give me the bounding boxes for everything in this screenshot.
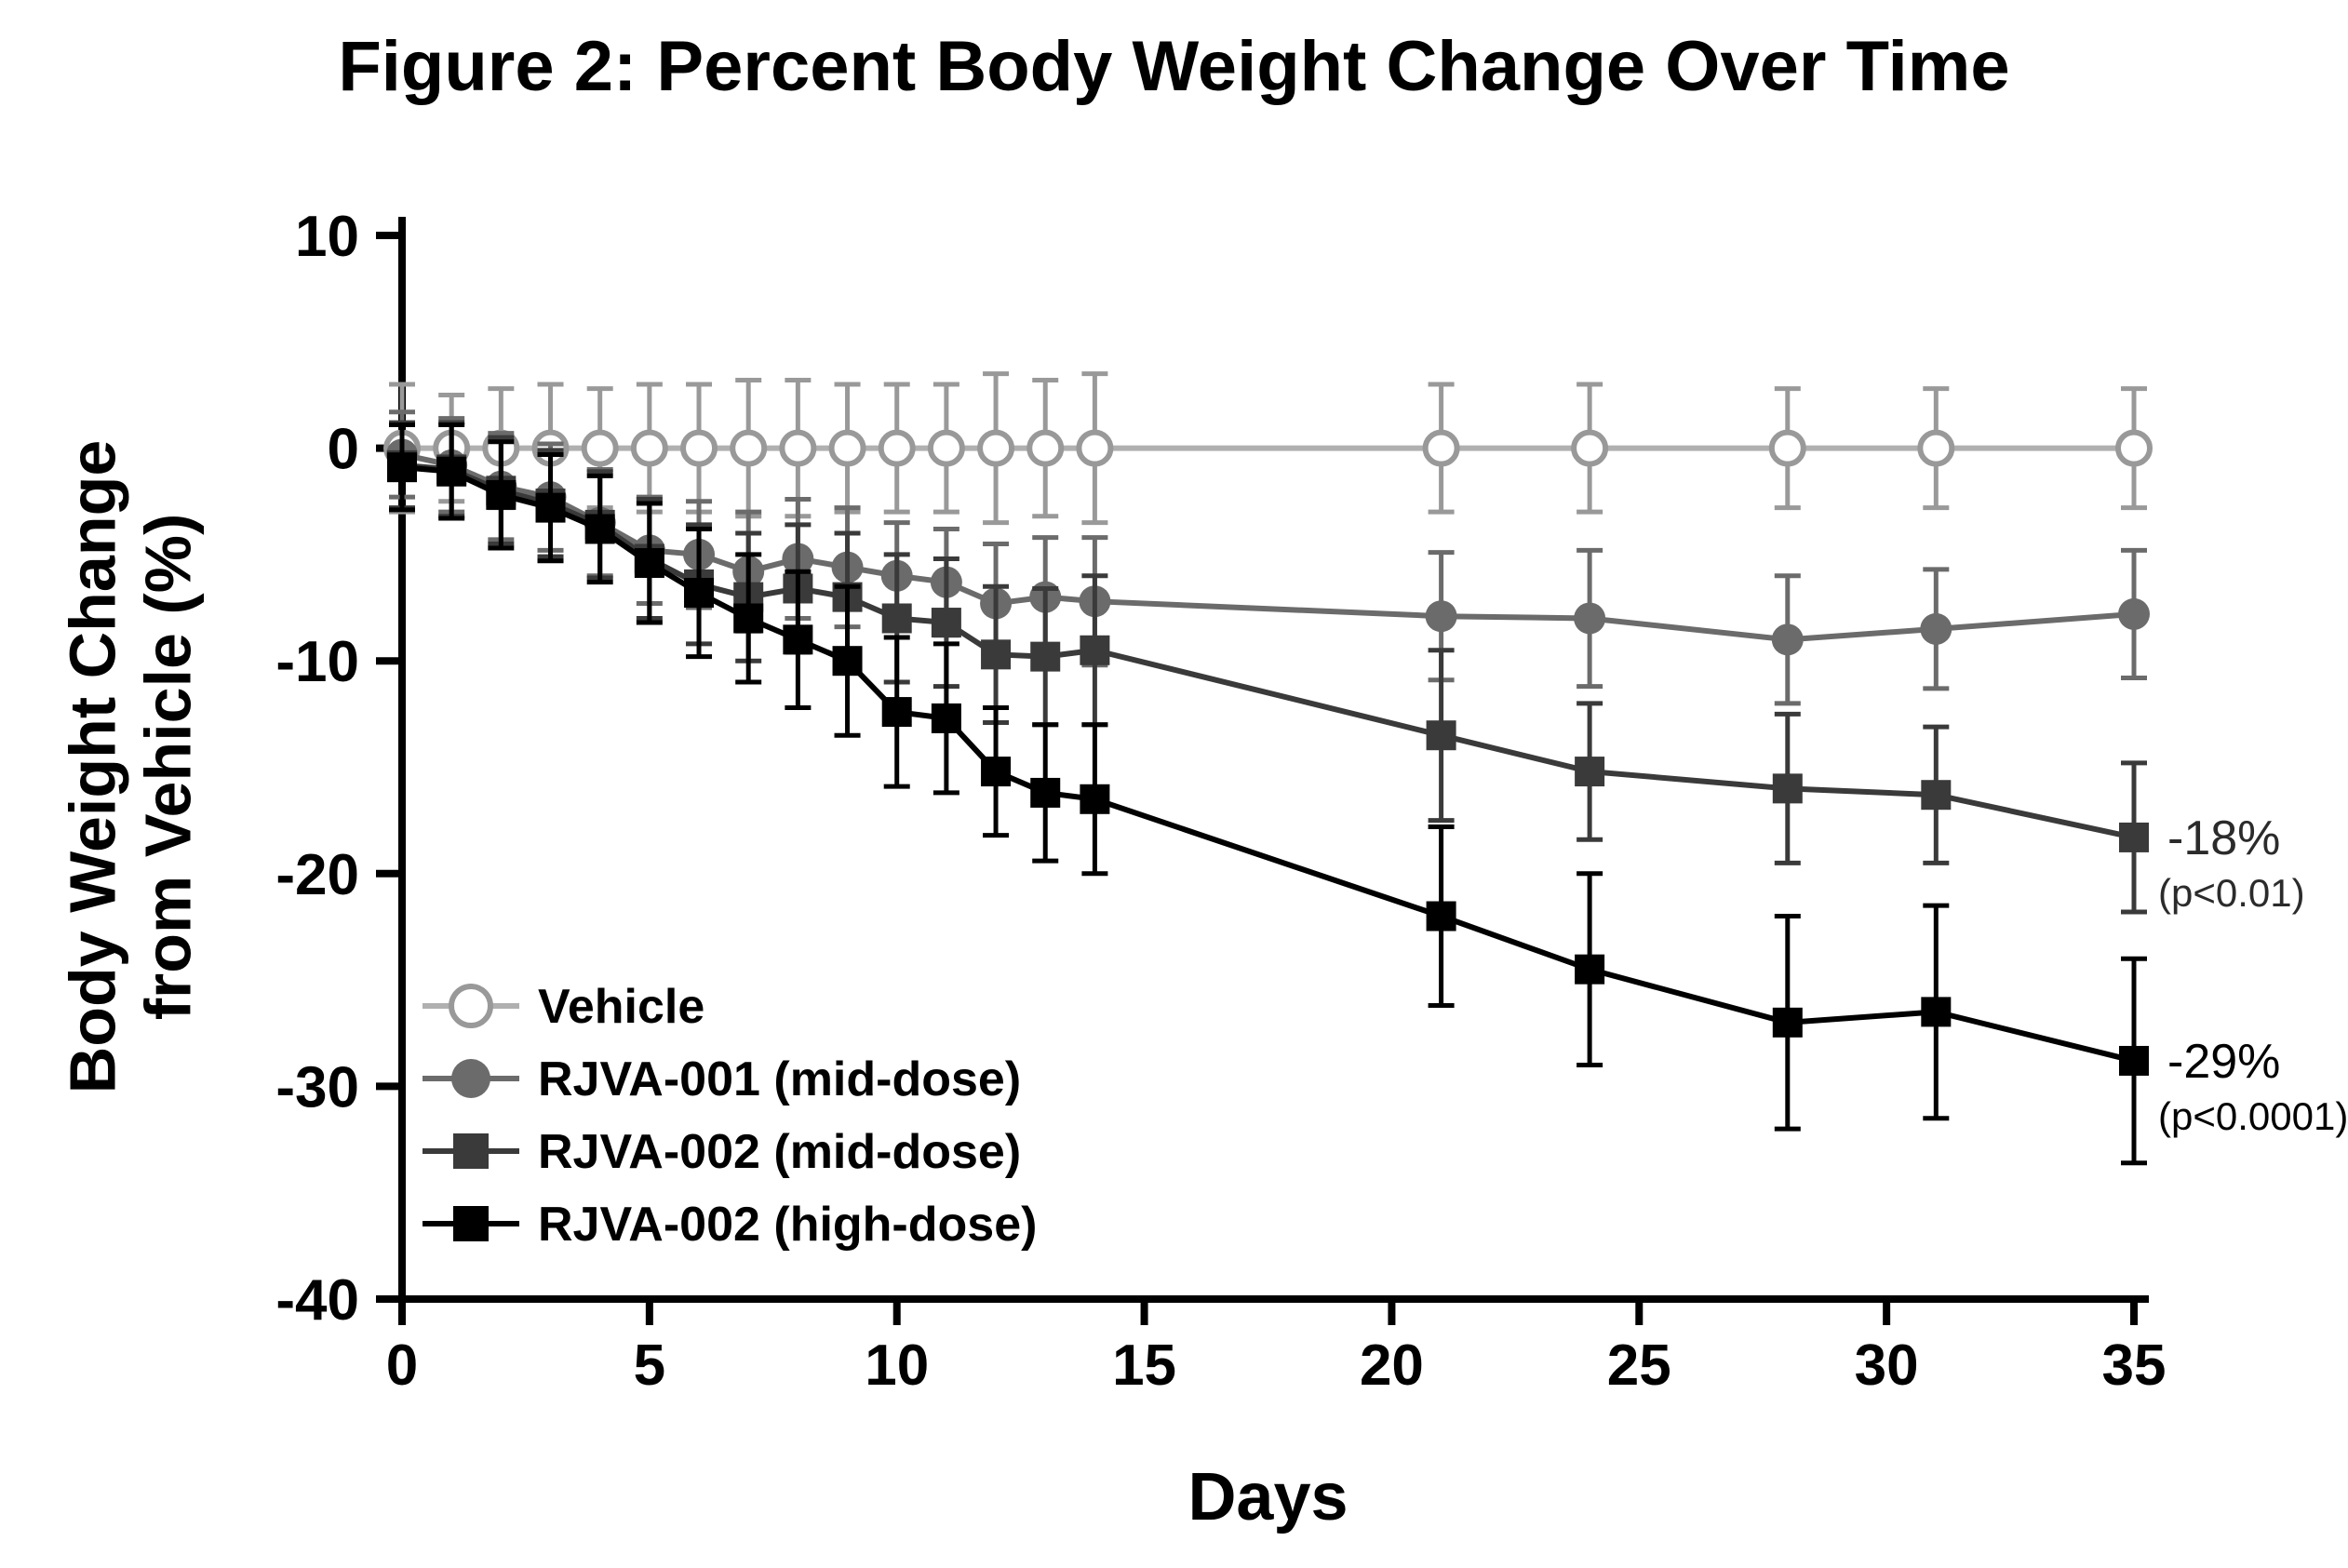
legend-marker xyxy=(453,1133,489,1169)
legend: Vehicle RJVA-001 (mid-dose) RJVA-002 (mid-… xyxy=(423,980,1037,1252)
x-tick-label: 10 xyxy=(865,1333,929,1398)
data-point xyxy=(1076,429,1114,467)
x-tick-label: 30 xyxy=(1855,1333,1919,1398)
data-point xyxy=(1772,773,1803,804)
data-point xyxy=(730,429,768,467)
data-point xyxy=(1571,429,1609,467)
data-point xyxy=(486,479,517,510)
data-point xyxy=(828,429,866,467)
data-point xyxy=(1575,954,1605,985)
data-point xyxy=(1030,641,1061,672)
annotation-pvalue: (p<0.0001) xyxy=(2158,1094,2348,1138)
legend-label: RJVA-002 (mid-dose) xyxy=(538,1125,1021,1179)
data-point xyxy=(881,603,912,634)
data-point xyxy=(1026,429,1065,467)
data-point xyxy=(1768,429,1806,467)
data-point xyxy=(2119,1045,2149,1076)
series-line xyxy=(401,462,2135,840)
data-point xyxy=(581,429,619,467)
data-point xyxy=(436,456,467,487)
data-point xyxy=(977,429,1015,467)
legend-label: RJVA-002 (high-dose) xyxy=(538,1198,1037,1252)
y-tick-label: 0 xyxy=(328,418,359,482)
series-rjva-002-high-dose xyxy=(387,422,2149,1166)
x-tick-label: 25 xyxy=(1607,1333,1671,1398)
x-tick-label: 5 xyxy=(634,1333,665,1398)
data-point xyxy=(1425,600,1457,633)
legend-marker xyxy=(453,1206,489,1241)
x-tick-label: 20 xyxy=(1360,1333,1424,1398)
data-point xyxy=(2119,822,2149,852)
data-point xyxy=(1920,612,1952,645)
annotation-18: -18% (p<0.01) xyxy=(2158,811,2305,915)
data-point xyxy=(1080,784,1110,814)
x-tick-label: 35 xyxy=(2102,1333,2167,1398)
data-point xyxy=(684,578,715,609)
y-tick-label: -30 xyxy=(275,1055,359,1119)
x-axis-label: Days xyxy=(1187,1460,1348,1534)
data-point xyxy=(2118,597,2150,630)
legend-label: RJVA-001 (mid-dose) xyxy=(538,1052,1021,1106)
data-point xyxy=(733,603,764,634)
data-point xyxy=(1426,901,1456,931)
data-point xyxy=(680,429,718,467)
y-tick-label: -40 xyxy=(275,1268,359,1333)
data-point xyxy=(1030,777,1061,808)
data-point xyxy=(927,429,965,467)
x-tick-label: 0 xyxy=(386,1333,418,1398)
data-point xyxy=(2115,429,2153,467)
data-point xyxy=(981,757,1012,787)
data-point xyxy=(1574,602,1606,635)
data-point xyxy=(832,646,863,677)
legend-marker xyxy=(451,1059,490,1098)
data-point xyxy=(630,429,668,467)
data-point xyxy=(1917,429,1955,467)
data-point xyxy=(634,548,664,579)
data-point xyxy=(1921,997,1952,1027)
data-point xyxy=(1575,757,1605,787)
data-point xyxy=(981,639,1012,670)
legend-marker xyxy=(449,984,493,1028)
axis-line xyxy=(398,217,2149,1303)
data-point xyxy=(535,492,566,523)
legend-label: Vehicle xyxy=(538,980,704,1034)
data-point xyxy=(1080,635,1110,665)
data-point xyxy=(881,697,912,728)
y-tick-label: 10 xyxy=(295,205,359,269)
y-tick-label: -10 xyxy=(275,630,359,694)
data-point xyxy=(931,703,961,733)
annotation-pvalue: (p<0.01) xyxy=(2158,871,2305,915)
y-tick-label: -20 xyxy=(275,843,359,907)
data-point xyxy=(779,429,817,467)
axes: 10 0 -10 -20 -30 -40 0 5 10 15 20 25 30 35 xyxy=(275,205,2166,1398)
data-point xyxy=(1426,720,1456,751)
annotation-29: -29% (p<0.0001) xyxy=(2158,1035,2348,1138)
data-point xyxy=(931,608,961,638)
data-point xyxy=(1422,429,1460,467)
x-tick-label: 15 xyxy=(1112,1333,1176,1398)
data-point xyxy=(783,624,813,655)
data-point xyxy=(1921,780,1952,811)
data-point xyxy=(584,514,615,544)
data-point xyxy=(878,429,916,467)
annotation-value: -18% xyxy=(2167,811,2280,865)
annotation-value: -29% xyxy=(2167,1035,2280,1089)
data-point xyxy=(1772,1007,1803,1038)
data-point xyxy=(387,452,417,483)
figure-title: Figure 2: Percent Body Weight Change Ove… xyxy=(338,27,2010,106)
data-point xyxy=(1771,623,1804,656)
